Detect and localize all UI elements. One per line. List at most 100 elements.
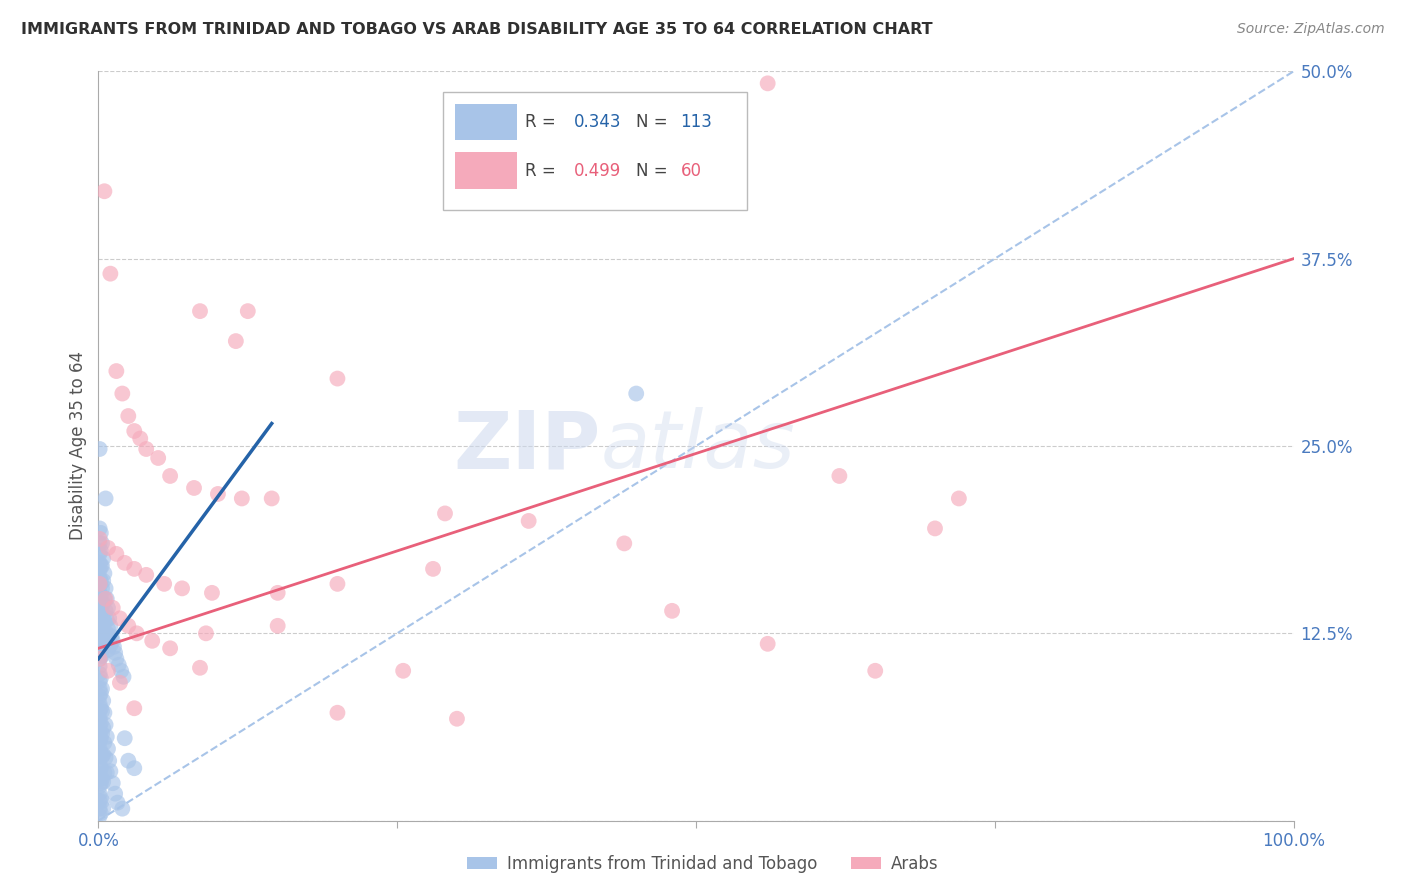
Point: [188, 304, 211, 318]
Point: [110, 664, 132, 678]
Text: atlas: atlas: [600, 407, 796, 485]
Point: [105, 652, 128, 666]
Point: [89, 547, 111, 561]
Point: [94, 750, 117, 764]
Point: [434, 507, 457, 521]
Point: [93, 706, 115, 720]
Point: [231, 491, 253, 506]
Point: [91, 648, 114, 663]
Point: [90, 716, 112, 731]
Point: [90, 731, 112, 746]
Point: [124, 761, 146, 775]
Point: [89, 674, 111, 689]
Text: R =: R =: [524, 162, 561, 180]
Point: [89, 644, 111, 658]
Point: [422, 562, 444, 576]
Text: 60: 60: [681, 162, 702, 180]
Point: [91, 749, 114, 764]
Point: [135, 567, 157, 582]
Point: [98, 754, 121, 768]
Point: [91, 582, 114, 596]
Text: 113: 113: [681, 113, 713, 131]
Point: [107, 657, 129, 672]
Point: [101, 633, 124, 648]
Point: [90, 633, 112, 648]
Point: [195, 626, 218, 640]
Point: [98, 611, 121, 625]
Point: [90, 671, 112, 685]
Point: [90, 806, 112, 821]
Point: [93, 566, 115, 581]
Point: [89, 442, 111, 456]
Point: [91, 681, 114, 696]
Point: [98, 267, 122, 281]
Point: [98, 631, 121, 645]
Point: [101, 776, 124, 790]
Point: [93, 184, 115, 198]
Point: [756, 76, 779, 90]
Point: [89, 578, 111, 592]
Point: [626, 386, 648, 401]
Point: [94, 582, 117, 596]
Text: R =: R =: [524, 113, 561, 131]
Text: Source: ZipAtlas.com: Source: ZipAtlas.com: [1237, 22, 1385, 37]
Point: [90, 761, 112, 775]
Point: [89, 607, 111, 621]
Point: [89, 779, 111, 793]
Point: [97, 642, 120, 657]
Point: [98, 619, 122, 633]
Y-axis label: Disability Age 35 to 64: Disability Age 35 to 64: [69, 351, 87, 541]
Point: [90, 648, 112, 663]
Point: [153, 577, 176, 591]
Point: [91, 619, 114, 633]
Point: [97, 622, 120, 636]
Point: [207, 487, 229, 501]
Point: [89, 652, 111, 666]
Point: [94, 717, 117, 731]
Point: [97, 741, 120, 756]
Point: [94, 604, 117, 618]
Point: [89, 741, 111, 756]
Point: [89, 787, 111, 801]
FancyBboxPatch shape: [454, 103, 517, 140]
Point: [124, 701, 146, 715]
Point: [188, 661, 211, 675]
Point: [124, 562, 146, 576]
Point: [107, 796, 129, 810]
Point: [114, 556, 136, 570]
Text: N =: N =: [636, 162, 673, 180]
Point: [260, 491, 283, 506]
Point: [93, 736, 115, 750]
Point: [89, 637, 111, 651]
Point: [90, 619, 112, 633]
Point: [91, 641, 114, 656]
Text: 0.499: 0.499: [574, 162, 621, 180]
Point: [98, 764, 122, 779]
Point: [94, 624, 117, 639]
Point: [89, 591, 111, 606]
Point: [94, 491, 117, 506]
Point: [201, 586, 224, 600]
Point: [91, 558, 114, 573]
Point: [100, 629, 122, 643]
Point: [97, 541, 120, 555]
Point: [267, 619, 290, 633]
Point: [89, 756, 111, 771]
Point: [159, 469, 181, 483]
Point: [104, 646, 127, 660]
Point: [91, 604, 114, 618]
Point: [96, 613, 118, 627]
Point: [89, 704, 111, 718]
Point: [89, 556, 111, 570]
Point: [112, 670, 135, 684]
Point: [91, 574, 114, 588]
Point: [89, 772, 111, 786]
Point: [89, 577, 111, 591]
Point: [96, 765, 118, 780]
Point: [117, 409, 139, 423]
Point: [89, 652, 111, 666]
Point: [89, 521, 111, 535]
Point: [89, 629, 111, 643]
Text: 0.343: 0.343: [574, 113, 621, 131]
Point: [125, 626, 148, 640]
